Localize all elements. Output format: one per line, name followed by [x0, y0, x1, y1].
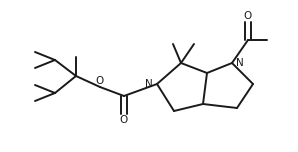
Text: N: N	[145, 79, 153, 89]
Text: N: N	[236, 58, 244, 68]
Text: O: O	[120, 115, 128, 125]
Text: O: O	[244, 11, 252, 21]
Text: O: O	[95, 76, 103, 86]
